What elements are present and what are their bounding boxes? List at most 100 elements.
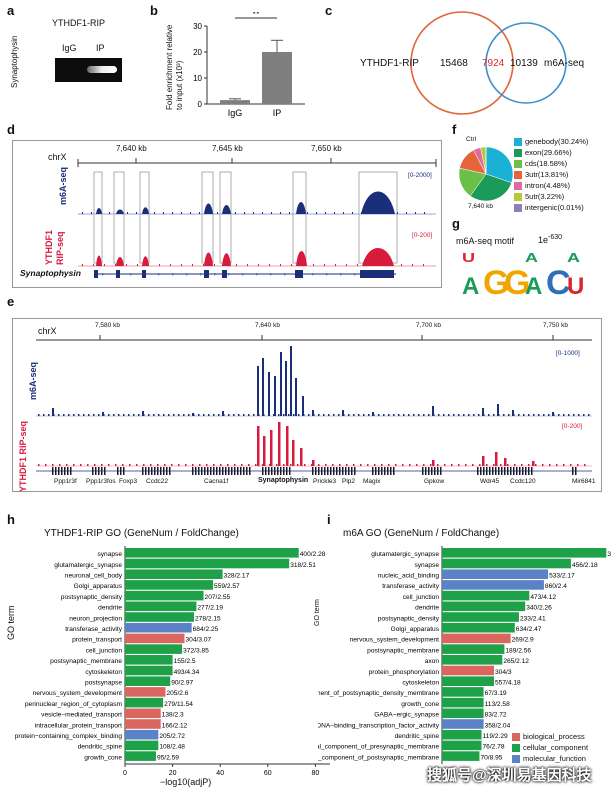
i-value-label: 473/4.12 [530, 594, 556, 601]
e-gene-exon [522, 467, 524, 475]
venn-circle-right [485, 22, 567, 104]
e-m6a-noise [128, 414, 130, 416]
i-bar [442, 590, 530, 601]
e-m6a-noise [378, 414, 380, 416]
pie-legend-item: 5utr(3.22%) [514, 191, 588, 202]
e-gene-exon [280, 467, 282, 475]
e-gene-exon [507, 467, 509, 475]
e-gene-exon [222, 467, 224, 475]
h-bar [125, 590, 204, 601]
e-gene-exon [210, 467, 212, 475]
motif-title: m6A-seq motif [456, 236, 515, 246]
d-m6a-noise [289, 212, 290, 214]
h-bar [125, 719, 161, 729]
e-m6a-noise [293, 414, 295, 416]
motif-letter: G [483, 264, 509, 298]
e-gene-exon [483, 467, 485, 475]
h-bar [125, 601, 197, 612]
d-m6a-noise [154, 212, 155, 214]
e-m6a-noise [273, 414, 275, 416]
i-value-label: 67/3.19 [485, 690, 507, 697]
h-title: YTHDF1-RIP GO (GeneNum / FoldChange) [44, 528, 239, 539]
e-m6a-spike [222, 411, 224, 416]
e-rip-noise [108, 464, 110, 466]
i-category-label: synapse [414, 562, 439, 569]
h-xtick-label: 20 [169, 770, 177, 777]
d-rip-noise [412, 264, 413, 266]
d-m6a-noise [181, 212, 182, 214]
d-m6a-noise [82, 212, 83, 214]
e-rip-noise [80, 464, 82, 466]
e-tick-2: 7,640 kb [255, 322, 280, 329]
e-gene-exon [495, 467, 497, 475]
d-gene-strand: › [228, 272, 230, 278]
i-category-label: cytoskeleton [402, 680, 439, 687]
e-gene-exon [372, 467, 374, 475]
e-gene-8: Plp2 [342, 478, 356, 485]
d-m6a-noise [136, 212, 137, 214]
d-gene-strand: › [284, 272, 286, 278]
blot-ylabel: Synaptophysin [10, 35, 19, 88]
e-rip-noise [570, 464, 572, 466]
d-rip-noise [324, 264, 325, 266]
d-gene-strand: › [214, 272, 216, 278]
d-rip-peak [296, 251, 307, 266]
e-m6a-noise [368, 414, 370, 416]
e-m6a-noise [173, 414, 175, 416]
h-category-label: cytoskeleton [85, 669, 122, 676]
d-peak-box [139, 171, 150, 264]
e-gene-exon [315, 467, 317, 475]
e-gene-exon [55, 467, 57, 475]
d-rip-noise [181, 264, 182, 266]
e-gene-exon [489, 467, 491, 475]
e-gene-exon [378, 467, 380, 475]
i-value-label: 119/2.29 [483, 733, 509, 740]
e-gene-exon [198, 467, 200, 475]
h-value-label: 207/2.55 [205, 594, 231, 601]
e-rip-noise [493, 464, 495, 466]
e-gene-exon [166, 467, 168, 475]
e-m6a-noise [583, 414, 585, 416]
venn-diagram [410, 11, 567, 115]
d-rip-noise [214, 264, 215, 266]
e-gene-exon [201, 467, 203, 475]
i-category-label: DNA−binding_transcription_factor_activit… [318, 722, 440, 729]
i-value-label: 83/2.72 [485, 712, 507, 719]
e-gene-exon [312, 467, 314, 475]
e-gene-exon [381, 467, 383, 475]
h-value-label: 205/2.6 [166, 690, 188, 697]
e-rip-noise [227, 464, 229, 466]
i-bar [442, 633, 511, 644]
pie-legend-swatch [514, 159, 522, 168]
e-gene-10: Gpkow [424, 478, 445, 485]
d-m6a-noise [379, 212, 380, 214]
e-gene-exon [104, 467, 106, 475]
d-gene-strand: › [354, 272, 356, 278]
e-m6a-noise [423, 414, 425, 416]
d-m6a-noise [208, 212, 209, 214]
e-rip-noise [87, 464, 89, 466]
e-m6a-noise [278, 414, 280, 416]
h-bar [125, 729, 159, 740]
e-rip-noise [514, 464, 516, 466]
e-m6a-noise [403, 414, 405, 416]
i-legend-item: molecular_function [512, 753, 588, 764]
d-rip-noise [269, 264, 270, 266]
h-bar [125, 633, 185, 644]
h-value-label: 205/2.72 [159, 733, 185, 740]
e-m6a-noise [63, 414, 65, 416]
d-rip-peak [204, 252, 213, 266]
h-bar [125, 580, 214, 590]
e-gene-exon [101, 467, 103, 475]
h-bar [125, 569, 223, 579]
e-gene-exon [160, 467, 162, 475]
e-rip-noise [59, 464, 61, 466]
d-rip-noise [357, 264, 358, 266]
panel-label-i: i [327, 512, 331, 527]
h-bar [125, 622, 192, 633]
e-gene-12: Ccdc120 [510, 478, 536, 485]
genome-browser-e [12, 318, 602, 492]
e-gene-exon [575, 467, 577, 475]
e-m6a-noise [428, 414, 430, 416]
d-rip-noise [93, 264, 94, 266]
